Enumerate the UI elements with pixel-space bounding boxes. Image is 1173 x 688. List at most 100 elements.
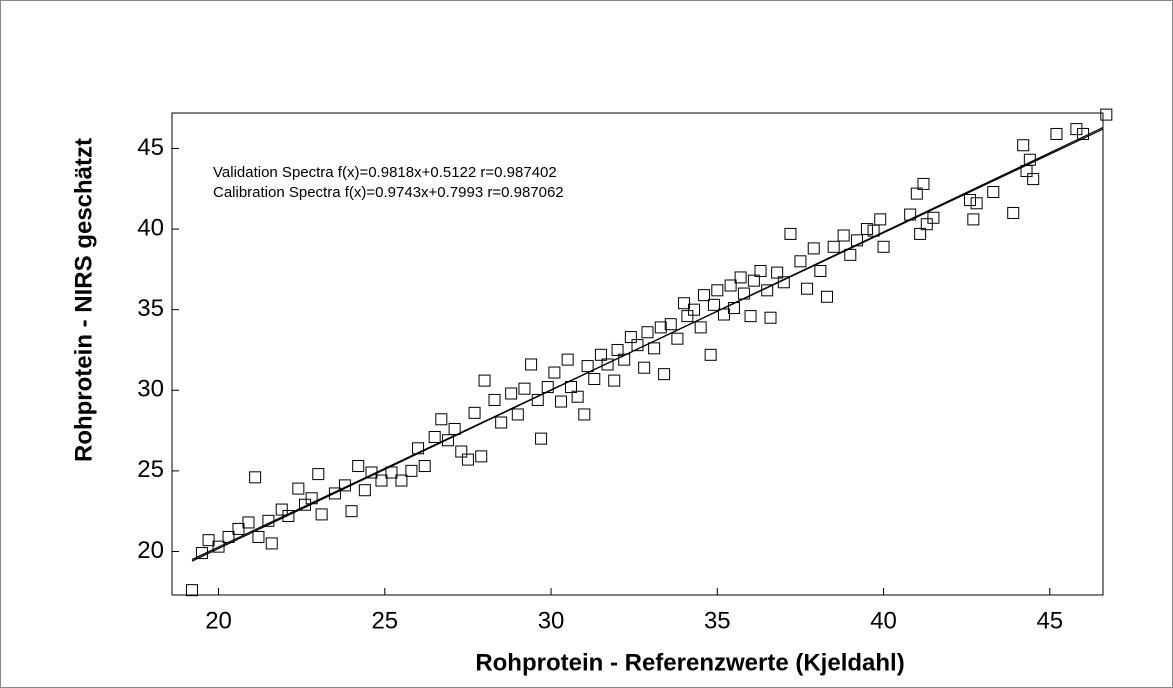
point xyxy=(262,514,275,527)
x-tick-label: 40 xyxy=(870,607,897,634)
point xyxy=(717,308,730,321)
point xyxy=(874,213,887,226)
point xyxy=(807,242,820,255)
point xyxy=(475,450,488,463)
point xyxy=(1100,108,1113,121)
point xyxy=(292,482,305,495)
point xyxy=(618,353,631,366)
point xyxy=(548,366,561,379)
point xyxy=(222,530,235,543)
point xyxy=(365,466,378,479)
point xyxy=(455,445,468,458)
point xyxy=(904,208,917,221)
point xyxy=(910,187,923,200)
point xyxy=(275,503,288,516)
point xyxy=(435,413,448,426)
point xyxy=(794,255,807,268)
point xyxy=(867,224,880,237)
point xyxy=(185,584,198,597)
point xyxy=(535,432,548,445)
point xyxy=(727,302,740,315)
point xyxy=(571,390,584,403)
point xyxy=(531,393,544,406)
point xyxy=(654,321,667,334)
point xyxy=(352,460,365,473)
point xyxy=(850,234,863,247)
point xyxy=(754,264,767,277)
point xyxy=(315,508,328,521)
point xyxy=(658,368,671,381)
point xyxy=(412,442,425,455)
point xyxy=(581,360,594,373)
point xyxy=(987,185,1000,198)
point xyxy=(704,348,717,361)
point xyxy=(694,321,707,334)
point xyxy=(358,484,371,497)
point xyxy=(681,310,694,323)
point xyxy=(555,395,568,408)
point xyxy=(1007,206,1020,219)
point xyxy=(964,194,976,207)
point xyxy=(505,387,518,400)
point xyxy=(631,339,644,352)
annotation: Calibration Spectra f(x)=0.9743x+0.7993 … xyxy=(213,184,564,201)
point xyxy=(338,479,351,492)
point xyxy=(495,416,508,429)
point xyxy=(761,284,774,297)
point xyxy=(1050,127,1063,140)
point xyxy=(664,318,677,331)
point xyxy=(707,298,720,311)
point xyxy=(737,287,750,300)
y-tick-label: 25 xyxy=(137,456,164,483)
point xyxy=(914,227,927,240)
point xyxy=(328,487,341,500)
point xyxy=(588,372,601,385)
point xyxy=(747,274,760,287)
point xyxy=(1023,153,1036,166)
point xyxy=(428,431,441,444)
plot-area xyxy=(171,112,1104,596)
point xyxy=(624,331,637,344)
point xyxy=(395,474,408,487)
point xyxy=(345,505,358,518)
point xyxy=(801,282,814,295)
point xyxy=(1017,139,1030,152)
y-tick-label: 30 xyxy=(137,376,164,403)
point xyxy=(232,522,245,535)
point xyxy=(202,534,215,547)
point xyxy=(511,408,524,421)
point xyxy=(541,381,554,394)
x-tick-label: 35 xyxy=(704,607,731,634)
point xyxy=(608,374,621,387)
point xyxy=(282,510,295,523)
point xyxy=(671,332,684,345)
point xyxy=(461,453,474,466)
point xyxy=(734,271,747,284)
point xyxy=(252,530,265,543)
point xyxy=(860,223,873,236)
point xyxy=(518,382,531,395)
point xyxy=(638,361,651,374)
point xyxy=(212,540,225,553)
point xyxy=(405,464,418,477)
point xyxy=(777,276,790,289)
point xyxy=(594,348,607,361)
point xyxy=(1070,123,1083,136)
point xyxy=(920,218,933,231)
point xyxy=(744,310,757,323)
point xyxy=(917,177,930,190)
y-axis-title: Rohprotein - NIRS geschätzt xyxy=(70,138,97,462)
point xyxy=(561,353,574,366)
point xyxy=(678,297,691,310)
point xyxy=(821,290,834,303)
point xyxy=(771,266,784,279)
point xyxy=(578,408,591,421)
point xyxy=(970,197,983,210)
x-tick-label: 45 xyxy=(1036,607,1063,634)
point xyxy=(724,279,737,292)
point xyxy=(525,358,538,371)
point xyxy=(827,240,840,253)
fit-line xyxy=(191,128,1104,561)
point xyxy=(711,284,724,297)
point xyxy=(837,229,850,242)
